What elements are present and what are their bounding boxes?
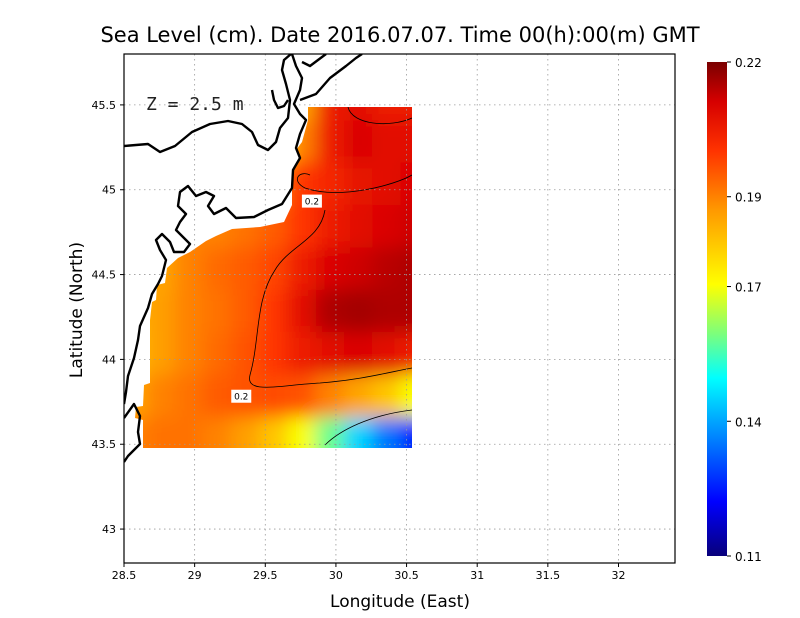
x-tick-label: 32 bbox=[611, 569, 625, 582]
x-tick-label: 30.5 bbox=[394, 569, 419, 582]
depth-annotation: Z = 2.5 m bbox=[146, 94, 244, 115]
contour-label: 0.2 bbox=[305, 198, 319, 208]
field-cell bbox=[400, 374, 412, 430]
y-tick-label: 44 bbox=[102, 353, 116, 366]
contour-label-bg bbox=[301, 194, 322, 208]
contour-labels: 0.2 0.2 bbox=[231, 194, 322, 403]
coastline bbox=[124, 54, 363, 463]
colorbar-tick-label: 0.14 bbox=[735, 415, 762, 429]
x-tick-label: 30 bbox=[329, 569, 343, 582]
y-axis: 43 43.5 44 44.5 45 45.5 bbox=[92, 99, 124, 536]
y-tick-label: 45 bbox=[102, 184, 116, 197]
y-tick-label: 43.5 bbox=[92, 438, 117, 451]
x-tick-label: 31.5 bbox=[536, 569, 561, 582]
contour-line bbox=[296, 173, 412, 193]
x-tick-label: 29 bbox=[188, 569, 202, 582]
y-tick-label: 43 bbox=[102, 523, 116, 536]
contour-lines bbox=[249, 107, 412, 446]
field-cell bbox=[400, 120, 412, 175]
plot-border bbox=[123, 53, 676, 564]
field-cell bbox=[400, 204, 412, 260]
y-tick-label: 45.5 bbox=[92, 99, 117, 112]
colorbar-tick-label: 0.17 bbox=[735, 281, 762, 295]
contour-label-bg bbox=[231, 389, 252, 403]
x-tick-label: 31 bbox=[470, 569, 484, 582]
x-axis: 28.5 29 29.5 30 30.5 31 31.5 32 bbox=[112, 563, 625, 582]
field-cell bbox=[400, 289, 412, 345]
contour-line bbox=[347, 107, 412, 124]
colorbar-tick-label: 0.11 bbox=[735, 550, 762, 564]
y-tick-label: 44.5 bbox=[92, 269, 117, 282]
contour-line bbox=[324, 409, 412, 446]
x-axis-label: Longitude (East) bbox=[330, 592, 470, 612]
coastline-main bbox=[124, 54, 308, 463]
colorbar-tick-label: 0.19 bbox=[735, 191, 762, 205]
x-tick-label: 28.5 bbox=[112, 569, 137, 582]
field-cell bbox=[400, 417, 412, 448]
coastline-island bbox=[301, 54, 327, 68]
y-axis-label: Latitude (North) bbox=[67, 242, 87, 378]
colorbar-gradient bbox=[707, 62, 727, 556]
coastline-inlet bbox=[270, 89, 289, 110]
contour-label: 0.2 bbox=[234, 393, 248, 403]
colorbar-tick-label: 0.22 bbox=[735, 56, 762, 70]
contour-line bbox=[249, 209, 412, 388]
colorbar: 0.22 0.19 0.17 0.14 0.11 bbox=[707, 56, 762, 564]
grid bbox=[124, 54, 675, 563]
x-tick-label: 29.5 bbox=[253, 569, 278, 582]
coastline-north bbox=[299, 54, 363, 102]
chart-title: Sea Level (cm). Date 2016.07.07. Time 00… bbox=[100, 23, 699, 47]
